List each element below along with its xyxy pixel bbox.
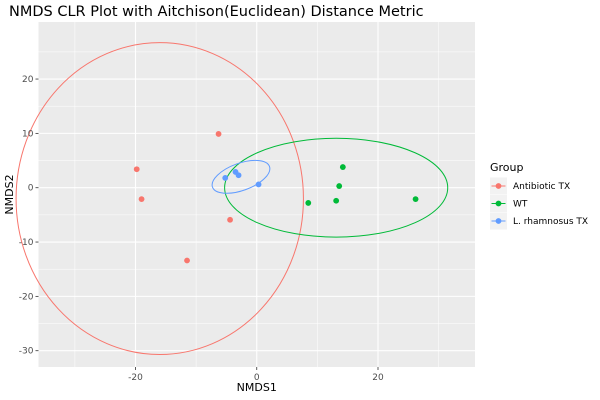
data-point — [412, 196, 419, 203]
x-tick-label: 0 — [254, 373, 260, 383]
data-point — [227, 216, 233, 223]
legend-label: L. rhamnosus TX — [513, 217, 588, 227]
legend-title: Group — [490, 161, 524, 174]
x-tick-label: 20 — [372, 373, 384, 383]
ellipse-l-rhamnosus-tx — [211, 159, 271, 194]
confidence-ellipses — [15, 42, 449, 356]
legend-key-point — [495, 200, 502, 207]
legend-label: WT — [513, 200, 528, 210]
data-point — [235, 172, 242, 179]
axis-ticks: -20 0 20 20 10 0 -10 -20 -30 — [19, 75, 384, 383]
data-point — [138, 196, 145, 203]
data-point — [339, 164, 346, 170]
data-point — [255, 181, 262, 188]
data-point — [184, 257, 190, 264]
data-point — [215, 131, 222, 137]
ellipse-antibiotic-tx — [15, 42, 304, 356]
data-point — [305, 200, 312, 206]
y-tick-label: 10 — [22, 129, 34, 139]
data-points — [133, 131, 419, 264]
chart-title: NMDS CLR Plot with Aitchison(Euclidean) … — [9, 4, 424, 20]
y-tick-label: 20 — [22, 75, 34, 85]
y-axis-title: NMDS2 — [3, 174, 16, 214]
data-point — [222, 175, 229, 181]
y-tick-label: -20 — [19, 292, 34, 302]
legend: Antibiotic TX WT L. rhamnosus TX — [490, 177, 588, 230]
x-tick-label: -20 — [128, 373, 143, 383]
legend-label: Antibiotic TX — [513, 182, 570, 192]
y-tick-label: -10 — [19, 238, 34, 248]
legend-key-point — [495, 218, 502, 224]
data-point — [336, 183, 343, 189]
data-point — [133, 166, 140, 173]
x-axis-title: NMDS1 — [237, 381, 277, 394]
y-tick-label: 0 — [28, 184, 34, 194]
y-tick-label: -30 — [19, 347, 34, 357]
legend-key-point — [495, 183, 502, 189]
data-point — [333, 197, 340, 204]
ellipse-wt — [224, 137, 449, 238]
grid-lines — [38, 22, 475, 367]
